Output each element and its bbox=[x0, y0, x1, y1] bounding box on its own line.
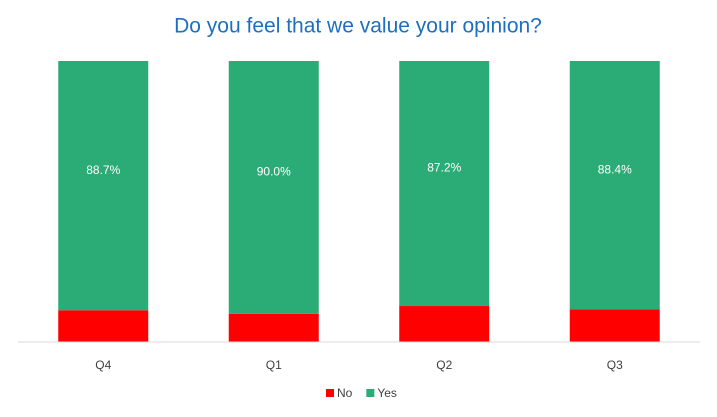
bar-segment bbox=[228, 313, 319, 342]
data-label: 88.7% bbox=[86, 163, 120, 177]
x-tick-label: Q1 bbox=[266, 358, 282, 372]
legend-label: No bbox=[337, 386, 353, 400]
bar-segment bbox=[58, 310, 149, 342]
legend-label: Yes bbox=[377, 386, 397, 400]
x-tick-label: Q3 bbox=[607, 358, 623, 372]
legend-swatch bbox=[326, 389, 334, 397]
x-tick-label: Q4 bbox=[95, 358, 111, 372]
bar-segment bbox=[58, 61, 149, 311]
bar-segment bbox=[569, 309, 660, 342]
bar-segment bbox=[399, 61, 490, 307]
bar-segment bbox=[228, 61, 319, 314]
bar-segment bbox=[399, 306, 490, 342]
chart-title: Do you feel that we value your opinion? bbox=[174, 15, 542, 38]
data-label: 90.0% bbox=[257, 165, 291, 179]
legend-swatch bbox=[366, 389, 375, 397]
data-label: 88.4% bbox=[598, 162, 632, 176]
bar-segment bbox=[569, 61, 660, 310]
x-tick-label: Q2 bbox=[436, 358, 452, 372]
data-label: 87.2% bbox=[427, 161, 461, 175]
